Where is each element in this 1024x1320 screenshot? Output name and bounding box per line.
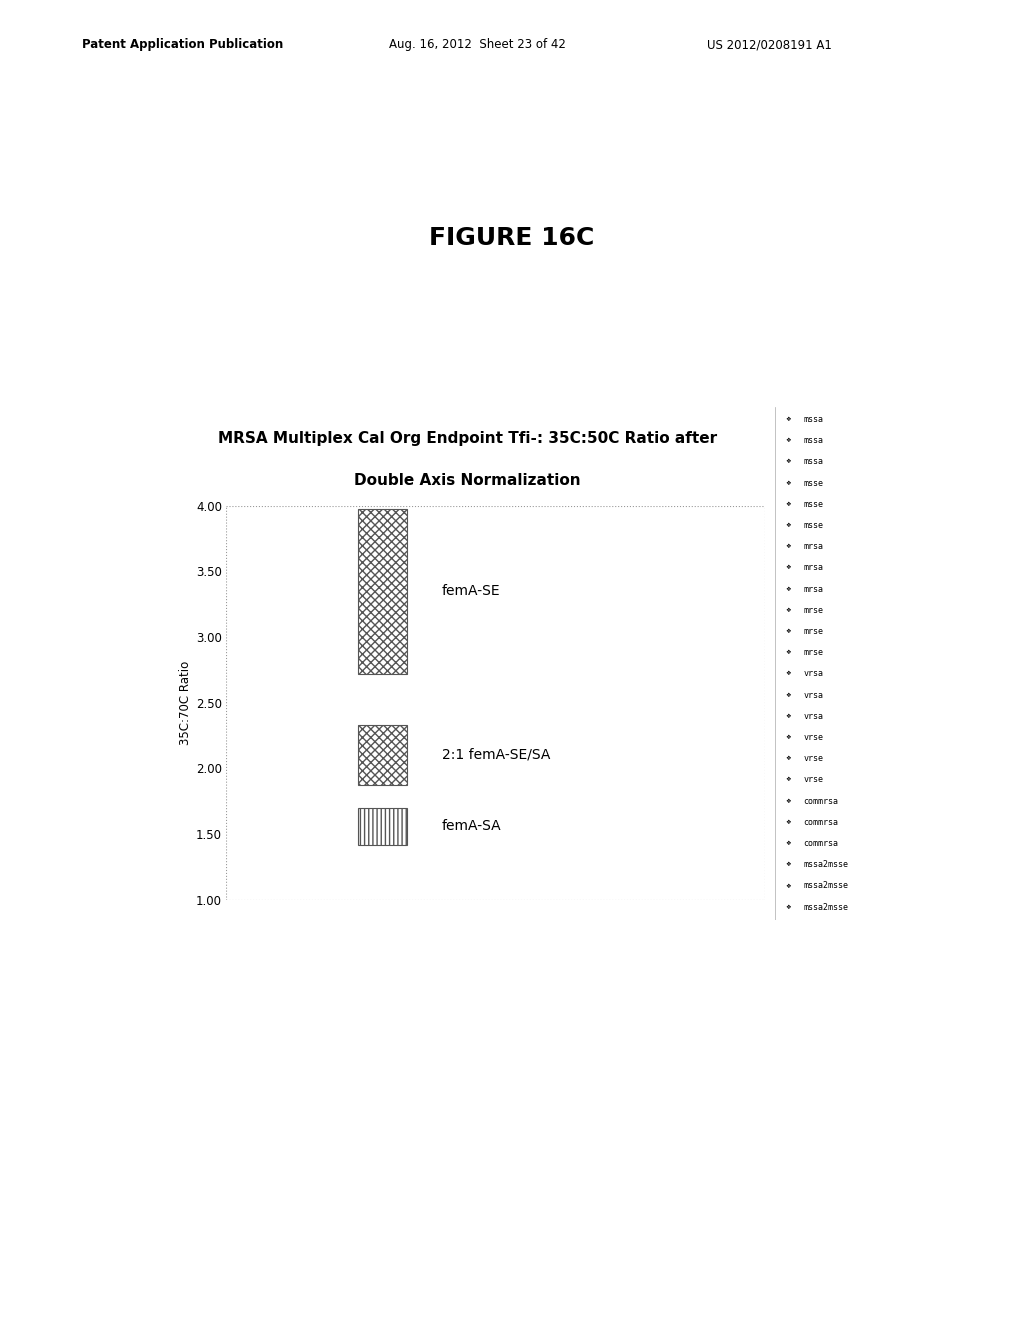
- Text: ❖: ❖: [785, 693, 791, 697]
- Text: commrsa: commrsa: [804, 818, 839, 826]
- Text: mrsa: mrsa: [804, 564, 823, 573]
- Text: ❖: ❖: [785, 459, 791, 465]
- Text: ❖: ❖: [785, 565, 791, 570]
- Text: Patent Application Publication: Patent Application Publication: [82, 38, 284, 51]
- Text: ❖: ❖: [785, 714, 791, 719]
- Text: ❖: ❖: [785, 651, 791, 655]
- Text: femA-SA: femA-SA: [441, 820, 501, 833]
- Text: ❖: ❖: [785, 756, 791, 762]
- Text: ❖: ❖: [785, 820, 791, 825]
- Text: msse: msse: [804, 500, 823, 508]
- Text: ❖: ❖: [785, 544, 791, 549]
- Text: mssa2msse: mssa2msse: [804, 861, 849, 870]
- Text: FIGURE 16C: FIGURE 16C: [429, 226, 595, 249]
- Text: vrse: vrse: [804, 733, 823, 742]
- Text: mssa2msse: mssa2msse: [804, 882, 849, 891]
- Text: vrsa: vrsa: [804, 669, 823, 678]
- Text: ❖: ❖: [785, 862, 791, 867]
- Text: ❖: ❖: [785, 841, 791, 846]
- Text: ❖: ❖: [785, 735, 791, 741]
- Bar: [358, 808, 407, 845]
- Text: Double Axis Normalization: Double Axis Normalization: [354, 473, 581, 488]
- Text: ❖: ❖: [785, 799, 791, 804]
- Text: ❖: ❖: [785, 438, 791, 444]
- Text: mrse: mrse: [804, 648, 823, 657]
- Text: ❖: ❖: [785, 904, 791, 909]
- Text: ❖: ❖: [785, 417, 791, 422]
- Text: US 2012/0208191 A1: US 2012/0208191 A1: [707, 38, 831, 51]
- Text: mssa2msse: mssa2msse: [804, 903, 849, 912]
- Text: ❖: ❖: [785, 523, 791, 528]
- Text: ❖: ❖: [785, 630, 791, 634]
- Text: commrsa: commrsa: [804, 840, 839, 847]
- Text: vrsa: vrsa: [804, 711, 823, 721]
- Text: vrsa: vrsa: [804, 690, 823, 700]
- Bar: [358, 510, 407, 673]
- Text: ❖: ❖: [785, 480, 791, 486]
- Text: msse: msse: [804, 521, 823, 529]
- Text: mssa: mssa: [804, 414, 823, 424]
- Text: ❖: ❖: [785, 777, 791, 783]
- Text: 2:1 femA-SE/SA: 2:1 femA-SE/SA: [441, 747, 550, 762]
- Y-axis label: 35C:70C Ratio: 35C:70C Ratio: [179, 660, 191, 744]
- Bar: [358, 725, 407, 784]
- Text: MRSA Multiplex Cal Org Endpoint Tfi-: 35C:50C Ratio after: MRSA Multiplex Cal Org Endpoint Tfi-: 35…: [218, 432, 717, 446]
- Text: commrsa: commrsa: [804, 797, 839, 805]
- Text: ❖: ❖: [785, 672, 791, 676]
- Text: ❖: ❖: [785, 607, 791, 612]
- Text: Aug. 16, 2012  Sheet 23 of 42: Aug. 16, 2012 Sheet 23 of 42: [389, 38, 566, 51]
- Text: ❖: ❖: [785, 883, 791, 888]
- Text: msse: msse: [804, 479, 823, 487]
- Text: mrse: mrse: [804, 627, 823, 636]
- Text: ❖: ❖: [785, 586, 791, 591]
- Text: mrsa: mrsa: [804, 543, 823, 552]
- Text: mrse: mrse: [804, 606, 823, 615]
- Text: mssa: mssa: [804, 436, 823, 445]
- Text: femA-SE: femA-SE: [441, 585, 500, 598]
- Text: ❖: ❖: [785, 502, 791, 507]
- Text: vrse: vrse: [804, 775, 823, 784]
- Text: mrsa: mrsa: [804, 585, 823, 594]
- Text: vrse: vrse: [804, 754, 823, 763]
- Text: mssa: mssa: [804, 457, 823, 466]
